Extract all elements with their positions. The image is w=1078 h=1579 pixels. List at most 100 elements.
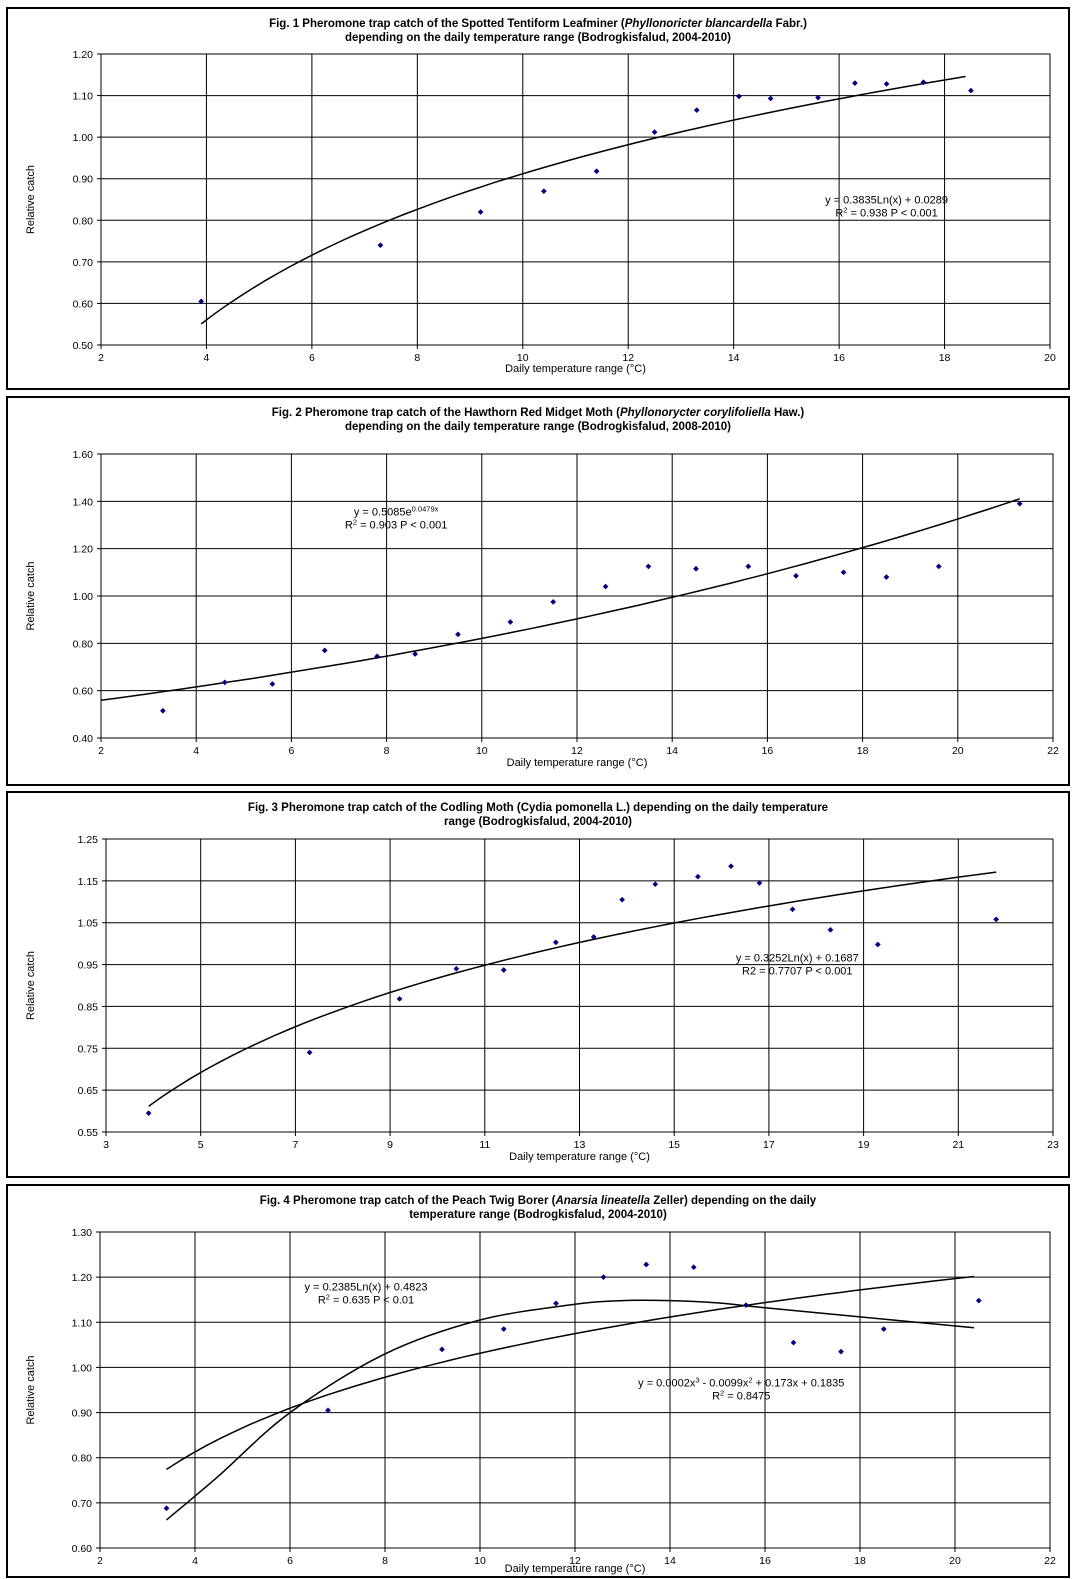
data-point (975, 1297, 982, 1304)
x-tick-label: 4 (193, 745, 199, 757)
data-point (694, 873, 701, 880)
data-point (827, 926, 834, 933)
data-point (590, 933, 597, 940)
y-axis-label: Relative catch (25, 165, 37, 234)
data-point (874, 941, 881, 948)
data-point (453, 965, 460, 972)
data-point (643, 1261, 650, 1268)
equation-label: R2 = 0.635 P < 0.01 (318, 1292, 414, 1307)
equation-label: y = 0.3252Ln(x) + 0.1687 (736, 953, 859, 965)
x-tick-label: 18 (854, 1555, 866, 1567)
chart-panel-fig2: Fig. 2 Pheromone trap catch of the Hawth… (6, 396, 1070, 786)
y-tick-label: 0.95 (78, 960, 99, 972)
x-axis-label: Daily temperature range (°C) (507, 757, 648, 769)
y-tick-label: 0.70 (73, 257, 94, 269)
x-tick-label: 23 (1047, 1139, 1059, 1151)
y-axis-label: Relative catch (25, 561, 37, 630)
x-tick-label: 7 (292, 1139, 298, 1151)
chart-title-line: Fig. 2 Pheromone trap catch of the Hawth… (272, 407, 805, 419)
y-tick-label: 1.00 (72, 1362, 93, 1374)
y-tick-label: 0.70 (72, 1498, 93, 1510)
data-point (540, 188, 547, 195)
x-tick-label: 22 (1044, 1555, 1056, 1567)
x-axis-label: Daily temperature range (°C) (505, 1563, 646, 1575)
y-tick-label: 1.10 (73, 91, 94, 103)
x-axis-label: Daily temperature range (°C) (505, 363, 646, 375)
data-point (645, 563, 652, 570)
data-point (735, 93, 742, 100)
chart-title-line: range (Bodrogkisfalud, 2004-2010) (444, 816, 632, 828)
x-tick-label: 20 (1044, 352, 1056, 364)
chart-panel-fig4: Fig. 4 Pheromone trap catch of the Peach… (6, 1184, 1070, 1578)
y-tick-label: 1.05 (78, 918, 99, 930)
data-point (880, 1326, 887, 1333)
data-point (507, 619, 514, 625)
data-point (838, 1348, 844, 1355)
y-axis-label: Relative catch (25, 1355, 37, 1424)
x-tick-label: 18 (857, 745, 869, 757)
x-tick-label: 4 (192, 1555, 198, 1567)
data-point (550, 598, 557, 605)
trendline (166, 1299, 975, 1521)
x-tick-label: 13 (574, 1139, 586, 1151)
y-tick-label: 0.75 (78, 1043, 99, 1055)
x-axis-label: Daily temperature range (°C) (509, 1151, 650, 1163)
data-point (883, 574, 890, 581)
data-point (145, 1110, 152, 1117)
y-tick-label: 1.40 (73, 496, 94, 508)
x-tick-label: 21 (952, 1139, 964, 1151)
chart-panel-fig3: Fig. 3 Pheromone trap catch of the Codli… (6, 791, 1070, 1178)
data-point (396, 995, 403, 1002)
x-tick-label: 9 (387, 1139, 393, 1151)
data-point (840, 569, 847, 576)
chart-title-line: Fig. 1 Pheromone trap catch of the Spott… (269, 18, 807, 30)
data-point (412, 651, 419, 657)
y-tick-label: 1.00 (73, 132, 94, 144)
data-point (477, 209, 484, 215)
x-tick-label: 22 (1047, 745, 1059, 757)
x-tick-label: 12 (622, 352, 634, 364)
x-tick-label: 20 (952, 745, 964, 757)
equation-label: y = 0.0002x3 - 0.0099x2 + 0.173x + 0.183… (638, 1375, 844, 1390)
data-point (652, 881, 659, 888)
y-tick-label: 0.60 (73, 686, 94, 698)
x-tick-label: 15 (668, 1139, 680, 1151)
trendline (100, 498, 1020, 701)
equation-label: y = 0.3835Ln(x) + 0.0289 (825, 195, 948, 207)
x-tick-label: 11 (479, 1139, 490, 1151)
data-point (851, 80, 858, 87)
chart-fig2: Fig. 2 Pheromone trap catch of the Hawth… (25, 407, 1059, 769)
data-point (500, 967, 507, 973)
y-axis-label: Relative catch (25, 951, 37, 1020)
data-point (693, 565, 699, 572)
chart-title-line: temperature range (Bodrogkisfalud, 2004-… (409, 1209, 667, 1221)
equation-label: y = 0.2385Ln(x) + 0.4823 (305, 1282, 428, 1294)
x-tick-label: 17 (763, 1139, 775, 1151)
data-point (651, 129, 658, 136)
y-tick-label: 1.00 (73, 591, 94, 603)
chart-fig1: Fig. 1 Pheromone trap catch of the Spott… (25, 18, 1056, 375)
equation-label: R2 = 0.938 P < 0.001 (835, 205, 937, 220)
y-tick-label: 0.80 (72, 1453, 93, 1465)
data-point (553, 1300, 559, 1307)
data-point (743, 1302, 749, 1309)
data-point (159, 707, 166, 714)
x-tick-label: 10 (517, 352, 529, 364)
y-tick-label: 0.85 (78, 1001, 99, 1013)
x-tick-label: 10 (476, 745, 488, 757)
data-point (500, 1326, 507, 1333)
x-tick-label: 12 (569, 1555, 581, 1567)
data-point (306, 1049, 313, 1056)
data-point (883, 80, 890, 87)
equation-label: R2 = 0.7707 P < 0.001 (742, 966, 853, 978)
x-tick-label: 2 (98, 745, 104, 757)
data-point (693, 107, 700, 114)
data-point (221, 679, 228, 686)
data-point (552, 939, 559, 946)
data-point (920, 79, 927, 86)
x-tick-label: 16 (833, 352, 845, 364)
x-tick-label: 6 (287, 1555, 293, 1567)
data-point (269, 681, 276, 687)
y-tick-label: 0.40 (73, 733, 94, 745)
y-tick-label: 1.20 (73, 544, 94, 556)
